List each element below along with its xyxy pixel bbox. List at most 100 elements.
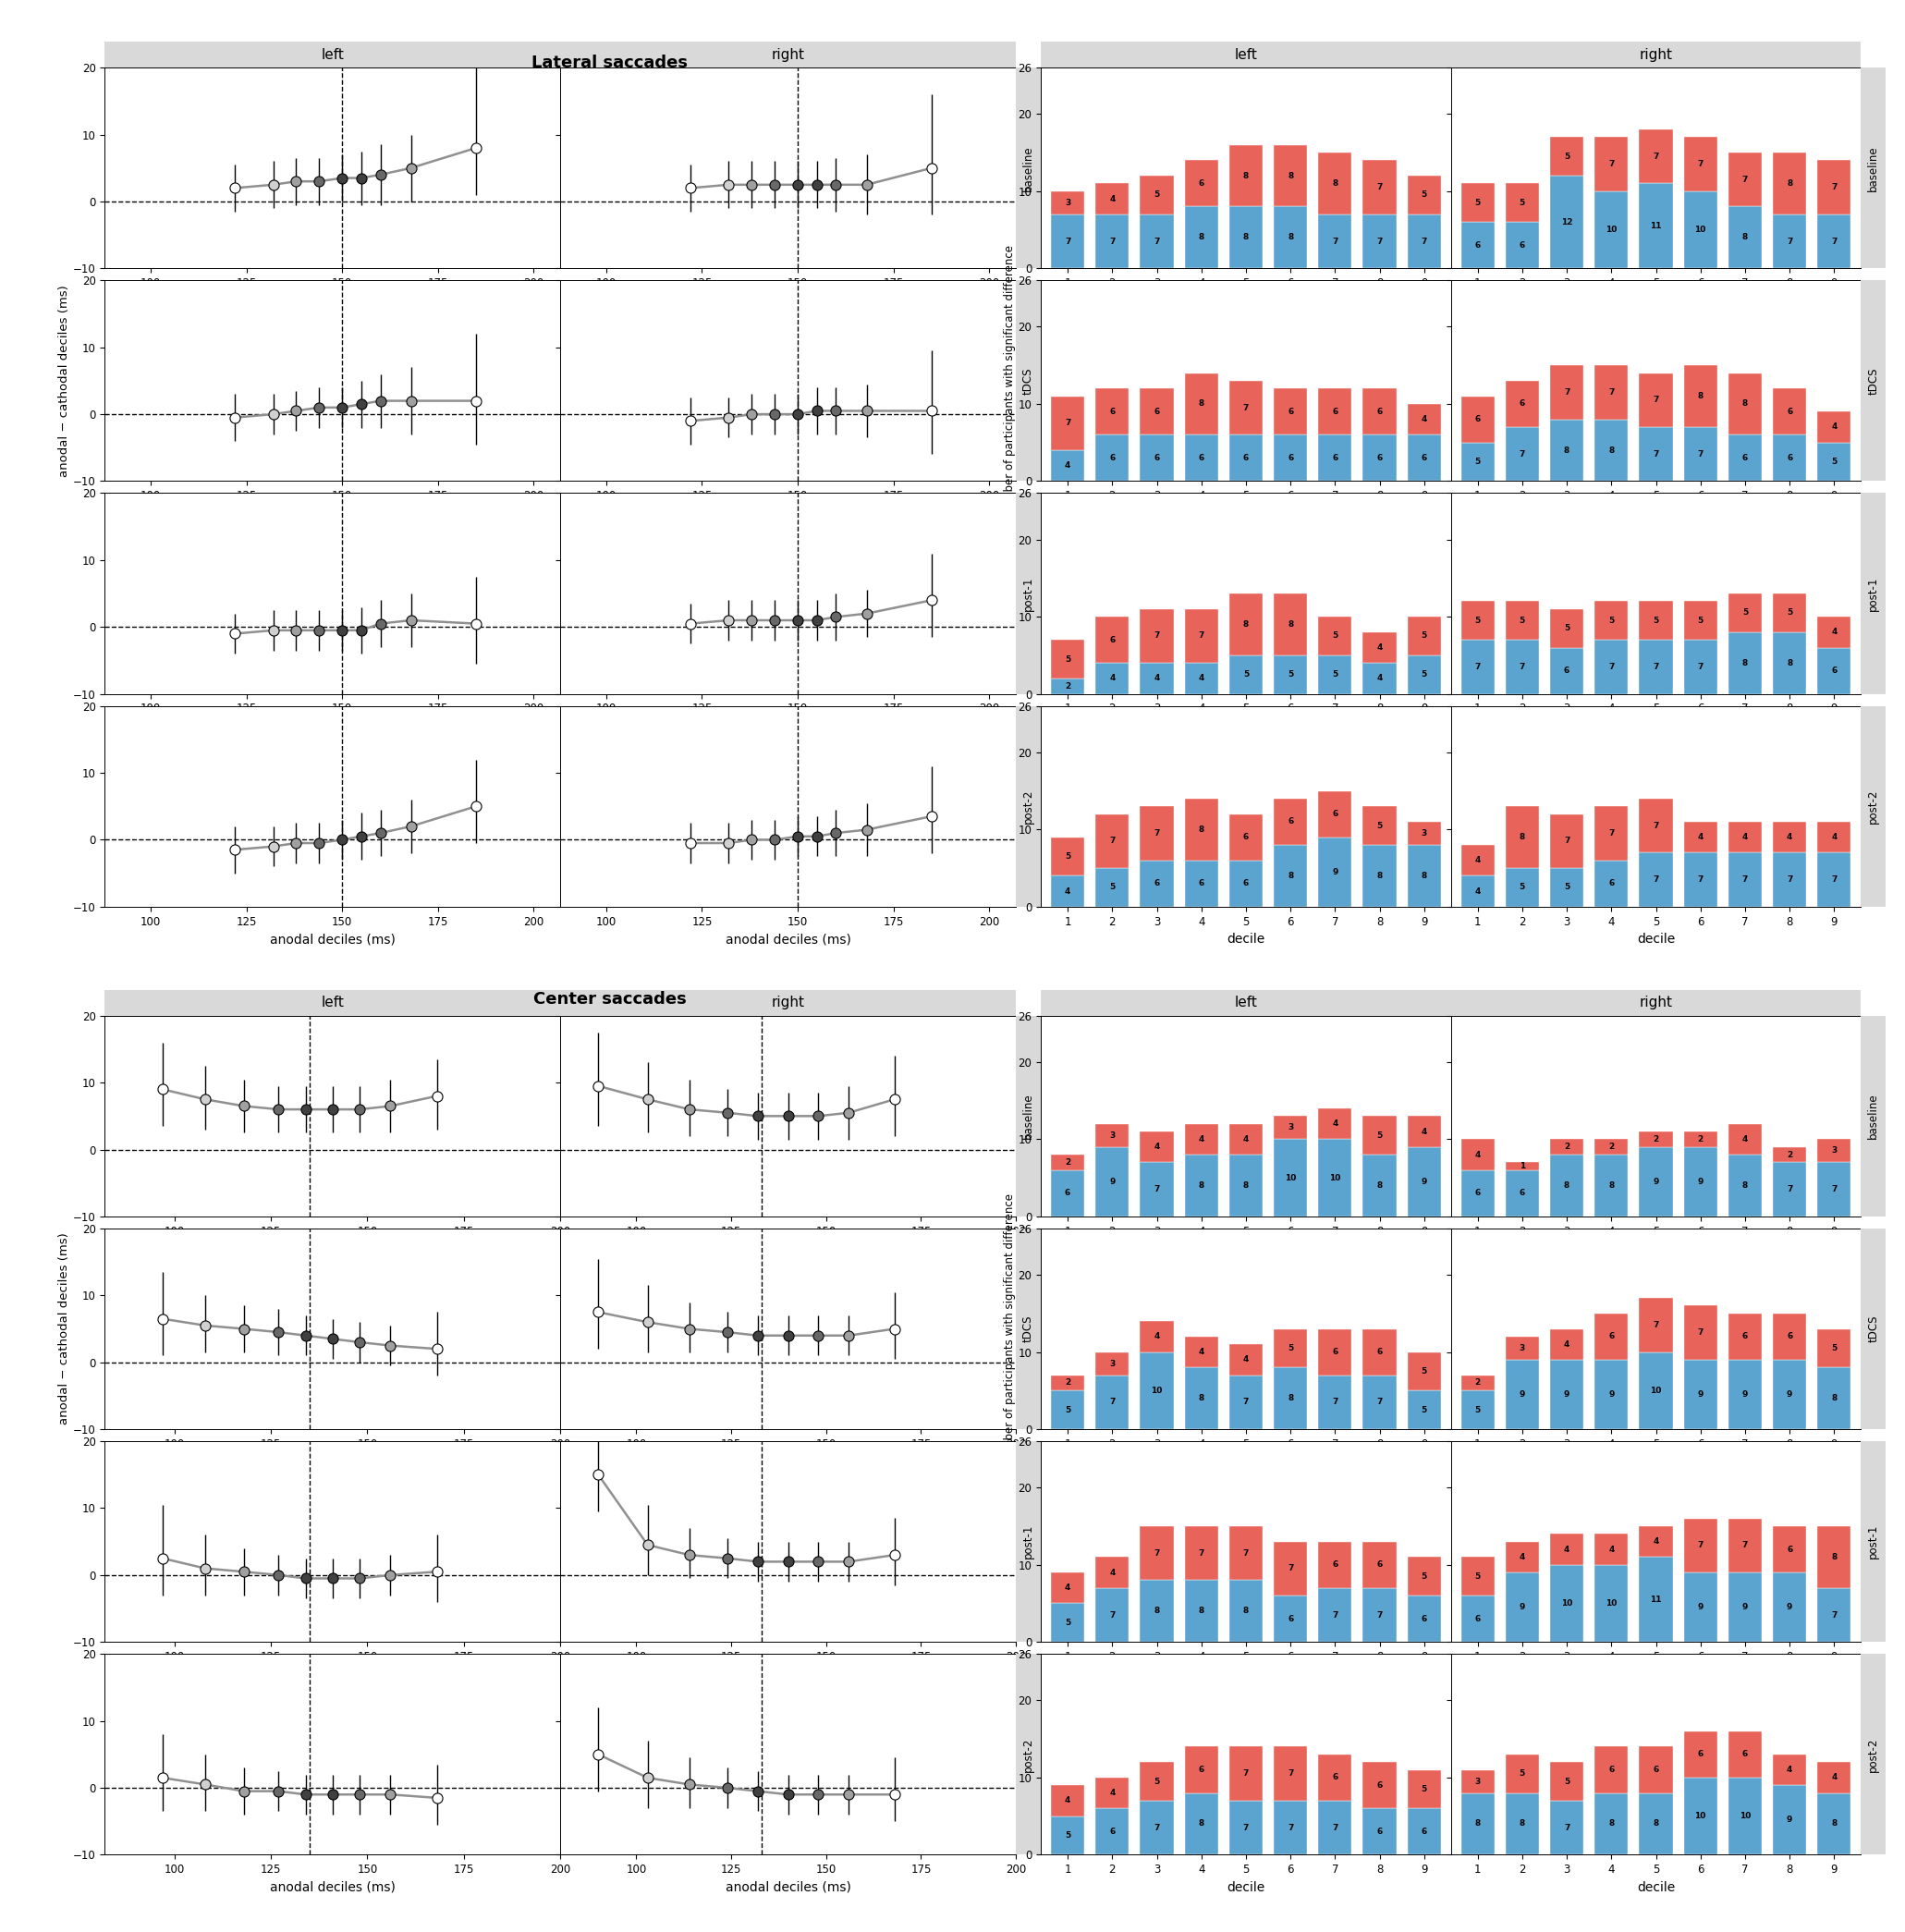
X-axis label: anodal deciles (ms): anodal deciles (ms) [726,933,852,947]
Bar [1408,844,1440,906]
Text: 5: 5 [1154,1777,1160,1785]
Bar [1139,860,1173,906]
Bar [1052,837,1084,875]
Text: 5: 5 [1288,670,1293,678]
Text: 6: 6 [1154,454,1160,462]
Bar [1274,1596,1307,1642]
Bar [1318,1109,1353,1140]
Bar [1229,813,1263,860]
Text: 5: 5 [1520,616,1526,624]
Text: 5: 5 [1608,616,1614,624]
Bar [1774,1163,1806,1217]
Bar [1461,1171,1494,1217]
Text: 10: 10 [1606,1600,1617,1607]
Bar [1551,1534,1583,1565]
Bar [1774,1360,1806,1430]
Bar [1095,435,1130,481]
Bar [1052,214,1084,269]
Bar [1774,388,1806,435]
Text: 7: 7 [1332,238,1337,245]
Text: 6: 6 [1377,1781,1383,1789]
Bar [1551,813,1583,867]
Bar [1139,214,1173,269]
Text: baseline: baseline [1023,1094,1034,1140]
Text: 4: 4 [1109,1789,1114,1797]
Bar [1461,639,1494,694]
Text: 6: 6 [1332,1561,1337,1569]
Text: 6: 6 [1787,408,1793,415]
Text: 5: 5 [1421,1368,1427,1376]
Text: 8: 8 [1198,1607,1204,1615]
Text: 5: 5 [1109,883,1114,891]
Text: 7: 7 [1242,1399,1250,1406]
Bar [1095,1588,1130,1642]
Bar [1461,184,1494,222]
Bar [1638,184,1673,269]
Bar [1551,1762,1583,1801]
Bar [1638,373,1673,427]
Bar [1638,1352,1673,1430]
Text: 9: 9 [1654,1177,1659,1186]
Text: 6: 6 [1564,667,1570,674]
Bar [1638,1148,1673,1217]
Bar [1052,450,1084,481]
Text: 5: 5 [1421,632,1427,639]
Bar [1318,790,1353,837]
Bar [1461,1770,1494,1793]
Bar [1318,1376,1353,1430]
Text: 6: 6 [1288,454,1293,462]
Text: 4: 4 [1065,1797,1071,1804]
Text: 7: 7 [1831,1184,1836,1194]
Bar [1638,129,1673,184]
Bar [1185,609,1217,663]
Text: 7: 7 [1787,875,1793,883]
Bar [1817,442,1852,481]
Text: 8: 8 [1743,1180,1749,1190]
Bar [1318,214,1353,269]
Bar [1408,176,1440,214]
Text: 8: 8 [1831,1395,1836,1403]
Text: 5: 5 [1520,1770,1526,1777]
Text: 2: 2 [1697,1136,1703,1144]
Bar [1139,609,1173,663]
Bar [1728,207,1762,269]
Text: 8: 8 [1198,1395,1204,1403]
Text: 8: 8 [1564,1180,1570,1190]
Text: 4: 4 [1697,833,1703,840]
Text: 8: 8 [1244,1607,1250,1615]
Bar [1229,1747,1263,1801]
Text: 6: 6 [1474,415,1480,423]
Text: 6: 6 [1697,1750,1703,1758]
Bar [1817,412,1852,442]
Text: 5: 5 [1421,1785,1427,1793]
Bar [1684,821,1716,852]
Text: 8: 8 [1377,871,1383,879]
Text: 7: 7 [1242,1770,1250,1777]
Text: 4: 4 [1787,1766,1793,1774]
Bar [1408,1148,1440,1217]
Bar [1638,601,1673,639]
Text: 6: 6 [1520,1188,1526,1198]
Bar [1229,1580,1263,1642]
Bar [1095,663,1130,694]
Bar [1551,1565,1583,1642]
Bar [1052,1785,1084,1816]
Text: 10: 10 [1560,1600,1572,1607]
Bar [1684,1731,1716,1777]
Text: 4: 4 [1332,1121,1337,1128]
Text: 7: 7 [1154,1549,1160,1557]
Text: 7: 7 [1377,238,1383,245]
Bar [1408,1770,1440,1808]
Bar [1817,1793,1852,1855]
Text: post-2: post-2 [1867,1737,1880,1772]
Bar [1362,844,1396,906]
Bar [1684,1132,1716,1148]
Bar [1638,1747,1673,1793]
Text: 7: 7 [1198,1549,1204,1557]
Bar [1318,1329,1353,1376]
Text: 8: 8 [1831,1820,1836,1828]
Bar [1318,388,1353,435]
Text: 3: 3 [1109,1132,1114,1140]
Bar [1185,207,1217,269]
Bar [1185,860,1217,906]
